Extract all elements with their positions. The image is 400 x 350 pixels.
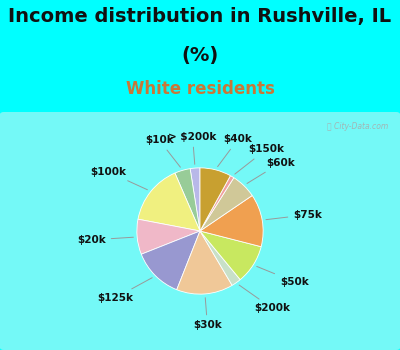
Wedge shape	[141, 231, 200, 290]
FancyBboxPatch shape	[0, 112, 400, 350]
Wedge shape	[200, 231, 240, 285]
Text: $50k: $50k	[257, 266, 309, 287]
Wedge shape	[177, 231, 232, 294]
Wedge shape	[190, 168, 200, 231]
Text: $150k: $150k	[235, 145, 284, 174]
Text: $30k: $30k	[193, 298, 222, 330]
Wedge shape	[137, 219, 200, 254]
Wedge shape	[200, 168, 230, 231]
Wedge shape	[175, 169, 200, 231]
Text: $100k: $100k	[90, 167, 148, 190]
Text: $75k: $75k	[266, 210, 322, 220]
Text: $20k: $20k	[77, 235, 133, 245]
Wedge shape	[200, 176, 234, 231]
Text: White residents: White residents	[126, 80, 274, 98]
Text: $10k: $10k	[145, 135, 180, 167]
Wedge shape	[200, 178, 252, 231]
Text: $200k: $200k	[239, 285, 290, 314]
Wedge shape	[200, 231, 261, 280]
Text: $60k: $60k	[247, 158, 295, 183]
Wedge shape	[200, 196, 263, 247]
Text: $125k: $125k	[97, 278, 152, 303]
Text: (%): (%)	[181, 46, 219, 64]
Text: ⓘ City-Data.com: ⓘ City-Data.com	[327, 121, 388, 131]
Text: Income distribution in Rushville, IL: Income distribution in Rushville, IL	[8, 7, 392, 26]
Text: > $200k: > $200k	[168, 132, 217, 164]
Wedge shape	[138, 173, 200, 231]
Text: $40k: $40k	[218, 134, 252, 167]
